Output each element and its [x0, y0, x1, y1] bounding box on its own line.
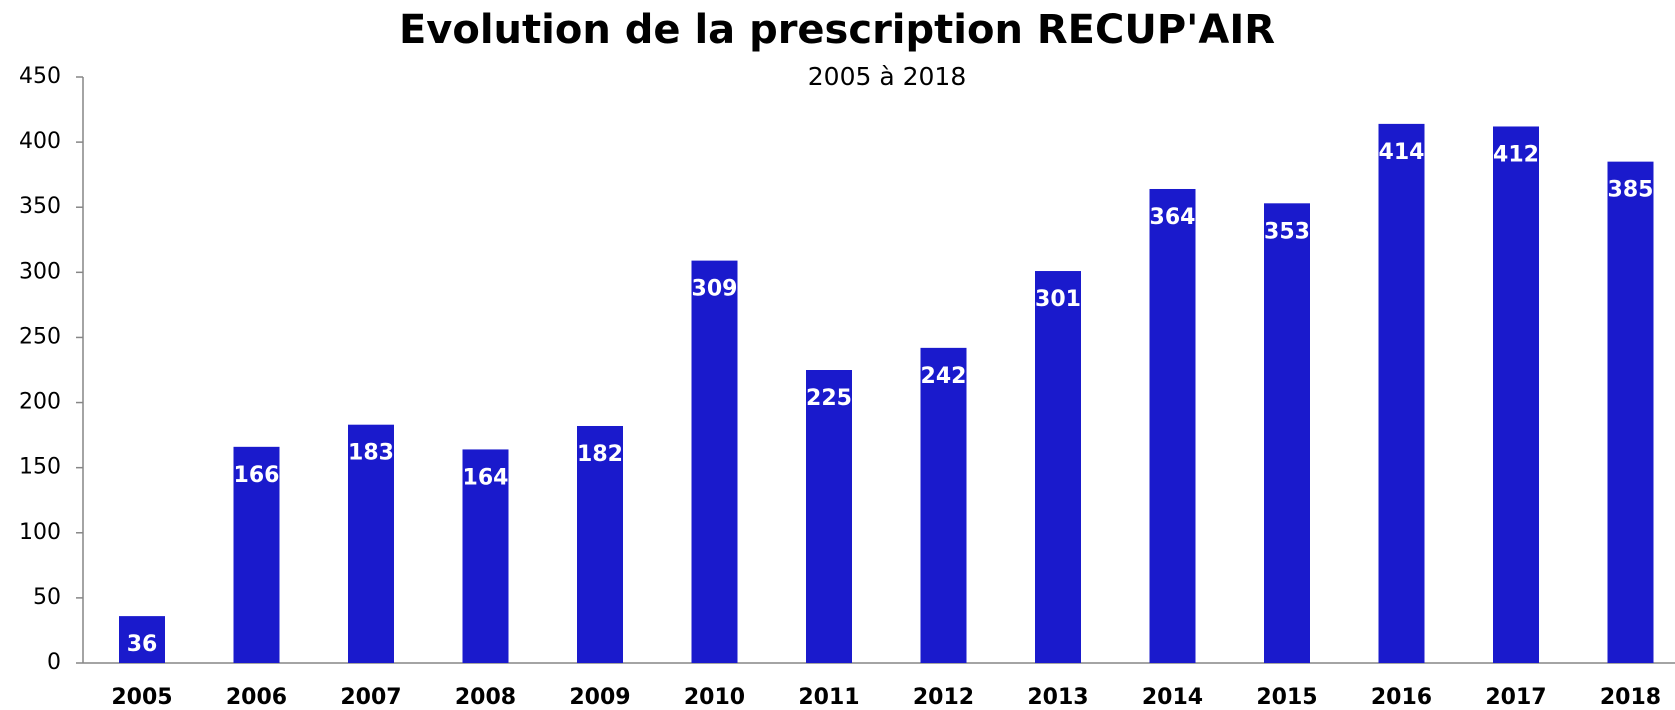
y-tick-label: 350: [19, 194, 61, 219]
x-tick-label: 2005: [111, 685, 172, 710]
bar: [233, 446, 280, 663]
x-tick-label: 2009: [569, 685, 630, 710]
x-tick-label: 2007: [340, 685, 401, 710]
bar: [1493, 126, 1539, 664]
y-tick-label: 400: [19, 129, 61, 154]
value-label: 36: [127, 632, 158, 657]
x-tick-label: 2011: [798, 685, 859, 710]
y-tick-label: 300: [19, 259, 61, 284]
value-label: 412: [1493, 142, 1539, 167]
y-tick-label: 50: [33, 585, 61, 610]
x-tick-label: 2018: [1600, 685, 1661, 710]
x-tick-label: 2017: [1485, 685, 1546, 710]
value-label: 364: [1150, 205, 1196, 230]
value-label: 309: [692, 277, 738, 302]
x-tick-label: 2008: [455, 685, 516, 710]
bar: [691, 260, 738, 663]
x-tick-label: 2016: [1371, 685, 1432, 710]
y-tick-label: 450: [19, 64, 61, 89]
x-tick-label: 2012: [913, 685, 974, 710]
value-label: 385: [1608, 178, 1654, 203]
y-tick-label: 100: [19, 520, 61, 545]
chart-title: Evolution de la prescription RECUP'AIR: [399, 7, 1275, 53]
bar: [1149, 188, 1196, 664]
value-label: 225: [806, 386, 852, 411]
x-tick-label: 2010: [684, 685, 745, 710]
x-tick-label: 2013: [1027, 685, 1088, 710]
bar: [1378, 123, 1425, 663]
x-tick-label: 2015: [1256, 685, 1317, 710]
bar: [119, 616, 165, 663]
value-label: 242: [921, 364, 967, 389]
y-tick-label: 250: [19, 324, 61, 349]
value-label: 182: [577, 442, 623, 467]
chart-subtitle: 2005 à 2018: [808, 62, 966, 91]
value-label: 166: [234, 463, 280, 488]
x-tick-label: 2006: [226, 685, 287, 710]
value-label: 301: [1035, 287, 1081, 312]
y-tick-label: 150: [19, 455, 61, 480]
bar: [1035, 271, 1081, 663]
y-tick-label: 200: [19, 390, 61, 415]
value-label: 183: [348, 441, 394, 466]
y-tick-label: 0: [47, 650, 61, 675]
bar: [1264, 203, 1310, 663]
bar: [920, 347, 967, 663]
x-tick-label: 2014: [1142, 685, 1203, 710]
value-label: 414: [1379, 140, 1425, 165]
bar: [348, 424, 394, 663]
bar: [462, 449, 509, 663]
value-label: 164: [463, 465, 509, 490]
bar: [577, 425, 623, 663]
bar: [806, 370, 852, 663]
bar: [1607, 161, 1654, 663]
value-label: 353: [1264, 219, 1310, 244]
